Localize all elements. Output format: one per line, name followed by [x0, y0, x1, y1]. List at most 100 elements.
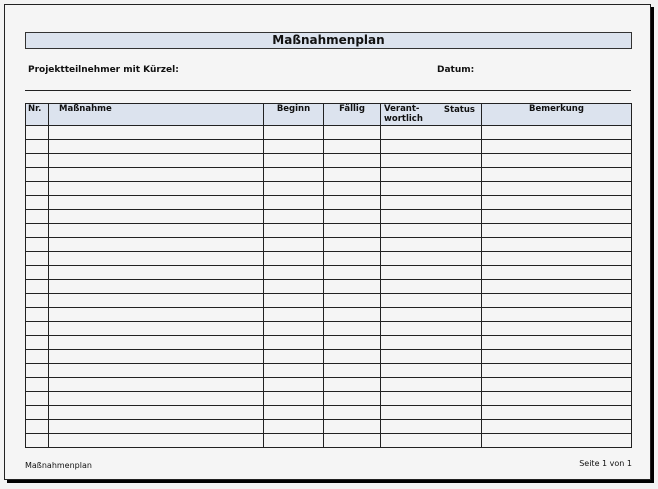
table-cell[interactable]: [25, 139, 49, 154]
table-cell[interactable]: [263, 293, 324, 308]
table-cell[interactable]: [263, 209, 324, 224]
table-cell[interactable]: [380, 377, 482, 392]
table-cell[interactable]: [25, 153, 49, 168]
table-cell[interactable]: [323, 405, 381, 420]
table-cell[interactable]: [263, 265, 324, 280]
table-cell[interactable]: [481, 419, 632, 434]
table-cell[interactable]: [48, 377, 264, 392]
table-cell[interactable]: [323, 181, 381, 196]
table-cell[interactable]: [481, 293, 632, 308]
table-cell[interactable]: [481, 349, 632, 364]
table-cell[interactable]: [25, 349, 49, 364]
table-cell[interactable]: [380, 181, 482, 196]
table-cell[interactable]: [481, 237, 632, 252]
table-cell[interactable]: [323, 153, 381, 168]
table-cell[interactable]: [263, 279, 324, 294]
table-cell[interactable]: [481, 167, 632, 182]
table-cell[interactable]: [481, 265, 632, 280]
table-cell[interactable]: [48, 265, 264, 280]
table-cell[interactable]: [380, 237, 482, 252]
table-cell[interactable]: [380, 251, 482, 266]
table-cell[interactable]: [263, 139, 324, 154]
table-cell[interactable]: [481, 335, 632, 350]
table-cell[interactable]: [481, 251, 632, 266]
table-cell[interactable]: [25, 293, 49, 308]
table-cell[interactable]: [481, 307, 632, 322]
table-cell[interactable]: [380, 195, 482, 210]
table-cell[interactable]: [25, 279, 49, 294]
table-cell[interactable]: [263, 433, 324, 448]
table-cell[interactable]: [323, 377, 381, 392]
table-cell[interactable]: [481, 279, 632, 294]
table-cell[interactable]: [25, 419, 49, 434]
table-cell[interactable]: [481, 209, 632, 224]
table-cell[interactable]: [48, 419, 264, 434]
table-cell[interactable]: [25, 195, 49, 210]
table-cell[interactable]: [263, 223, 324, 238]
table-cell[interactable]: [263, 251, 324, 266]
table-cell[interactable]: [323, 433, 381, 448]
table-cell[interactable]: [380, 335, 482, 350]
table-cell[interactable]: [263, 237, 324, 252]
table-cell[interactable]: [263, 153, 324, 168]
table-cell[interactable]: [323, 223, 381, 238]
table-cell[interactable]: [323, 195, 381, 210]
table-cell[interactable]: [48, 223, 264, 238]
table-cell[interactable]: [323, 209, 381, 224]
table-cell[interactable]: [263, 391, 324, 406]
table-cell[interactable]: [380, 279, 482, 294]
table-cell[interactable]: [25, 167, 49, 182]
table-cell[interactable]: [263, 181, 324, 196]
table-cell[interactable]: [380, 349, 482, 364]
table-cell[interactable]: [263, 363, 324, 378]
table-cell[interactable]: [25, 209, 49, 224]
table-cell[interactable]: [481, 363, 632, 378]
table-cell[interactable]: [263, 195, 324, 210]
table-cell[interactable]: [323, 419, 381, 434]
table-cell[interactable]: [48, 181, 264, 196]
table-cell[interactable]: [25, 251, 49, 266]
table-cell[interactable]: [323, 237, 381, 252]
table-cell[interactable]: [48, 195, 264, 210]
table-cell[interactable]: [25, 335, 49, 350]
table-cell[interactable]: [380, 293, 482, 308]
table-cell[interactable]: [25, 181, 49, 196]
table-cell[interactable]: [263, 125, 324, 140]
table-cell[interactable]: [323, 335, 381, 350]
table-cell[interactable]: [481, 181, 632, 196]
table-cell[interactable]: [48, 363, 264, 378]
table-cell[interactable]: [263, 377, 324, 392]
table-cell[interactable]: [48, 321, 264, 336]
table-cell[interactable]: [25, 405, 49, 420]
table-cell[interactable]: [48, 433, 264, 448]
table-cell[interactable]: [263, 349, 324, 364]
table-cell[interactable]: [481, 139, 632, 154]
table-cell[interactable]: [48, 251, 264, 266]
table-cell[interactable]: [48, 335, 264, 350]
table-cell[interactable]: [263, 405, 324, 420]
table-cell[interactable]: [323, 349, 381, 364]
table-cell[interactable]: [48, 349, 264, 364]
table-cell[interactable]: [323, 125, 381, 140]
table-cell[interactable]: [263, 335, 324, 350]
table-cell[interactable]: [25, 125, 49, 140]
table-cell[interactable]: [48, 405, 264, 420]
table-cell[interactable]: [323, 363, 381, 378]
table-cell[interactable]: [263, 167, 324, 182]
table-cell[interactable]: [481, 405, 632, 420]
table-cell[interactable]: [380, 363, 482, 378]
table-cell[interactable]: [481, 195, 632, 210]
table-cell[interactable]: [380, 405, 482, 420]
table-cell[interactable]: [48, 209, 264, 224]
table-cell[interactable]: [481, 223, 632, 238]
table-cell[interactable]: [380, 139, 482, 154]
table-cell[interactable]: [380, 419, 482, 434]
table-cell[interactable]: [481, 377, 632, 392]
table-cell[interactable]: [380, 433, 482, 448]
table-cell[interactable]: [48, 279, 264, 294]
table-cell[interactable]: [263, 321, 324, 336]
table-cell[interactable]: [481, 433, 632, 448]
table-cell[interactable]: [25, 321, 49, 336]
table-cell[interactable]: [380, 167, 482, 182]
table-cell[interactable]: [48, 237, 264, 252]
